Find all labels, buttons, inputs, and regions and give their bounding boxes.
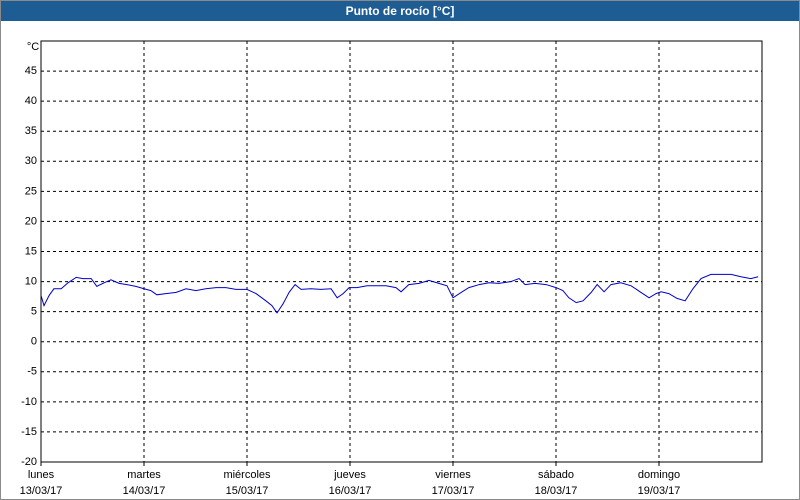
x-tick-date: 18/03/17 [535, 485, 578, 497]
y-unit-label: °C [27, 41, 39, 53]
y-tick-label: 40 [25, 95, 37, 107]
y-tick-label: 20 [25, 215, 37, 227]
y-tick-label: 5 [31, 306, 37, 318]
y-tick-label: -5 [27, 366, 37, 378]
x-tick-date: 19/03/17 [638, 485, 681, 497]
y-tick-label: -20 [21, 456, 37, 468]
x-tick-date: 14/03/17 [123, 485, 166, 497]
plot-frame [40, 40, 763, 463]
x-tick-label: lunes [28, 469, 55, 481]
x-tick-label: jueves [333, 469, 366, 481]
y-tick-label: 45 [25, 65, 37, 77]
y-tick-label: -10 [21, 396, 37, 408]
x-tick-date: 13/03/17 [20, 485, 63, 497]
y-tick-label: 25 [25, 185, 37, 197]
x-tick-date: 17/03/17 [432, 485, 475, 497]
y-tick-label: 30 [25, 155, 37, 167]
x-tick-label: martes [127, 469, 161, 481]
y-tick-label: 0 [31, 336, 37, 348]
y-tick-label: 15 [25, 245, 37, 257]
x-tick-label: sábado [538, 469, 574, 481]
x-tick-date: 15/03/17 [226, 485, 269, 497]
x-tick-label: miércoles [223, 469, 271, 481]
y-tick-label: -15 [21, 426, 37, 438]
data-line [40, 273, 759, 314]
y-tick-label: 10 [25, 275, 37, 287]
title-bar: Punto de rocío [°C] [1, 1, 799, 21]
x-tick-label: domingo [638, 469, 680, 481]
x-tick-date: 16/03/17 [329, 485, 372, 497]
y-tick-label: 35 [25, 125, 37, 137]
x-tick-label: viernes [435, 469, 471, 481]
